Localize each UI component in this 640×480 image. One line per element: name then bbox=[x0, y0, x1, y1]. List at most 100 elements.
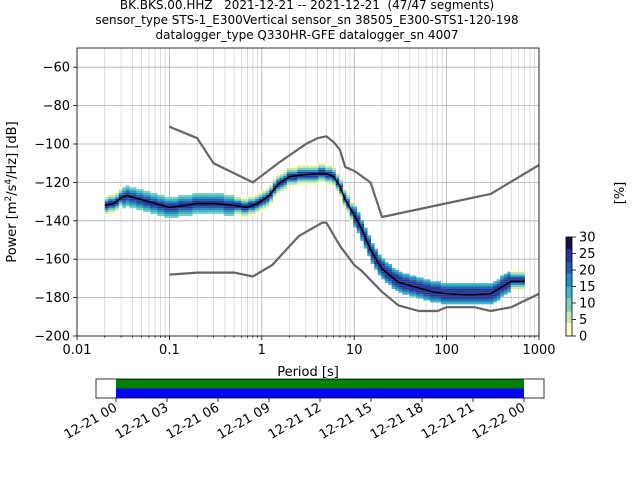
heatmap-cell bbox=[433, 296, 438, 299]
heatmap-cell bbox=[409, 283, 414, 286]
heatmap-cell bbox=[500, 283, 504, 286]
heatmap-cell bbox=[402, 277, 407, 280]
heatmap-cell bbox=[153, 212, 158, 215]
heatmap-cell bbox=[335, 183, 340, 186]
heatmap-cell bbox=[384, 265, 389, 268]
heatmap-cell bbox=[451, 300, 456, 303]
heatmap-cell bbox=[300, 181, 305, 184]
heatmap-cell bbox=[409, 275, 414, 278]
heatmap-cell bbox=[272, 185, 277, 188]
heatmap-cell bbox=[160, 208, 165, 211]
heatmap-cell bbox=[472, 290, 477, 293]
heatmap-cell bbox=[409, 292, 414, 295]
heatmap-cell bbox=[342, 194, 347, 197]
heatmap-cell bbox=[118, 192, 123, 195]
heatmap-cell bbox=[458, 288, 463, 291]
heatmap-cell bbox=[370, 248, 375, 251]
heatmap-cell bbox=[195, 204, 200, 207]
heatmap-cell bbox=[388, 265, 393, 268]
heatmap-cell bbox=[454, 290, 459, 293]
heatmap-cell bbox=[391, 287, 396, 289]
heatmap-cell bbox=[293, 181, 298, 184]
heatmap-cell bbox=[188, 200, 193, 203]
heatmap-cell bbox=[388, 271, 393, 274]
colorbar-segment bbox=[566, 274, 572, 277]
heatmap-cell bbox=[202, 208, 207, 211]
colorbar-segment bbox=[566, 273, 572, 276]
colorbar-segment bbox=[566, 266, 572, 269]
heatmap-cell bbox=[108, 194, 113, 197]
heatmap-cell bbox=[349, 200, 354, 203]
heatmap-cell bbox=[433, 298, 438, 301]
heatmap-cell bbox=[279, 191, 284, 193]
heatmap-cell bbox=[111, 210, 116, 213]
heatmap-cell bbox=[220, 198, 225, 201]
heatmap-cell bbox=[468, 294, 473, 297]
heatmap-cell bbox=[143, 196, 148, 199]
heatmap-cell bbox=[475, 302, 480, 305]
heatmap-cell bbox=[426, 292, 431, 295]
heatmap-cell bbox=[157, 200, 162, 203]
heatmap-cell bbox=[181, 194, 186, 197]
heatmap-cell bbox=[444, 283, 449, 286]
heatmap-cell bbox=[185, 202, 190, 205]
heatmap-cell bbox=[391, 285, 396, 288]
heatmap-cell bbox=[517, 281, 522, 284]
heatmap-cell bbox=[479, 302, 483, 305]
heatmap-cell bbox=[370, 256, 375, 259]
heatmap-cell bbox=[503, 285, 508, 288]
heatmap-cell bbox=[104, 208, 109, 211]
heatmap-cell bbox=[384, 275, 389, 278]
heatmap-cell bbox=[146, 198, 151, 201]
colorbar-segment bbox=[566, 281, 572, 284]
heatmap-cell bbox=[475, 300, 480, 303]
title-line-3: datalogger_type Q330HR-GFE datalogger_sn… bbox=[155, 28, 459, 42]
heatmap-cell bbox=[440, 294, 445, 297]
heatmap-cell bbox=[185, 208, 190, 211]
colorbar-tick-label: 5 bbox=[579, 313, 587, 328]
heatmap-cell bbox=[461, 302, 466, 305]
heatmap-cell bbox=[136, 196, 141, 199]
colorbar-segment bbox=[566, 327, 572, 330]
heatmap-cell bbox=[136, 206, 141, 209]
heatmap-cell bbox=[237, 206, 242, 209]
heatmap-cell bbox=[192, 212, 197, 215]
heatmap-cell bbox=[349, 219, 354, 222]
heatmap-cell bbox=[321, 177, 326, 180]
heatmap-cell bbox=[472, 285, 477, 288]
heatmap-cell bbox=[500, 288, 504, 291]
heatmap-cell bbox=[174, 214, 179, 216]
heatmap-cell bbox=[412, 277, 417, 280]
heatmap-cell bbox=[335, 191, 340, 193]
heatmap-cell bbox=[248, 214, 253, 216]
colorbar-segment bbox=[566, 263, 572, 266]
heatmap-cell bbox=[426, 296, 431, 299]
heatmap-cell bbox=[293, 173, 298, 176]
heatmap-cell bbox=[269, 194, 274, 197]
heatmap-cell bbox=[496, 298, 501, 301]
heatmap-cell bbox=[510, 273, 515, 276]
series-lines bbox=[104, 125, 540, 313]
colorbar-segment bbox=[566, 289, 572, 292]
heatmap-cell bbox=[290, 173, 295, 176]
timeline-tick-label: 12-21 21 bbox=[419, 400, 477, 442]
heatmap-cell bbox=[454, 300, 459, 303]
heatmap-cell bbox=[164, 204, 169, 207]
heatmap-cell bbox=[150, 198, 155, 201]
heatmap-cell bbox=[195, 192, 200, 195]
heatmap-cell bbox=[262, 200, 267, 203]
heatmap-cell bbox=[367, 239, 372, 241]
heatmap-cell bbox=[374, 262, 379, 264]
heatmap-cell bbox=[440, 296, 445, 299]
heatmap-cell bbox=[321, 164, 326, 167]
heatmap-cell bbox=[265, 200, 270, 203]
heatmap-cell bbox=[230, 210, 235, 213]
heatmap-cell bbox=[328, 181, 333, 184]
heatmap-cell bbox=[206, 200, 211, 203]
heatmap-cell bbox=[255, 206, 260, 209]
colorbar-segment bbox=[566, 319, 572, 322]
heatmap-cell bbox=[363, 231, 368, 234]
colorbar-label: [%] bbox=[613, 182, 628, 205]
heatmap-cell bbox=[202, 194, 207, 197]
heatmap-cell bbox=[258, 191, 263, 193]
